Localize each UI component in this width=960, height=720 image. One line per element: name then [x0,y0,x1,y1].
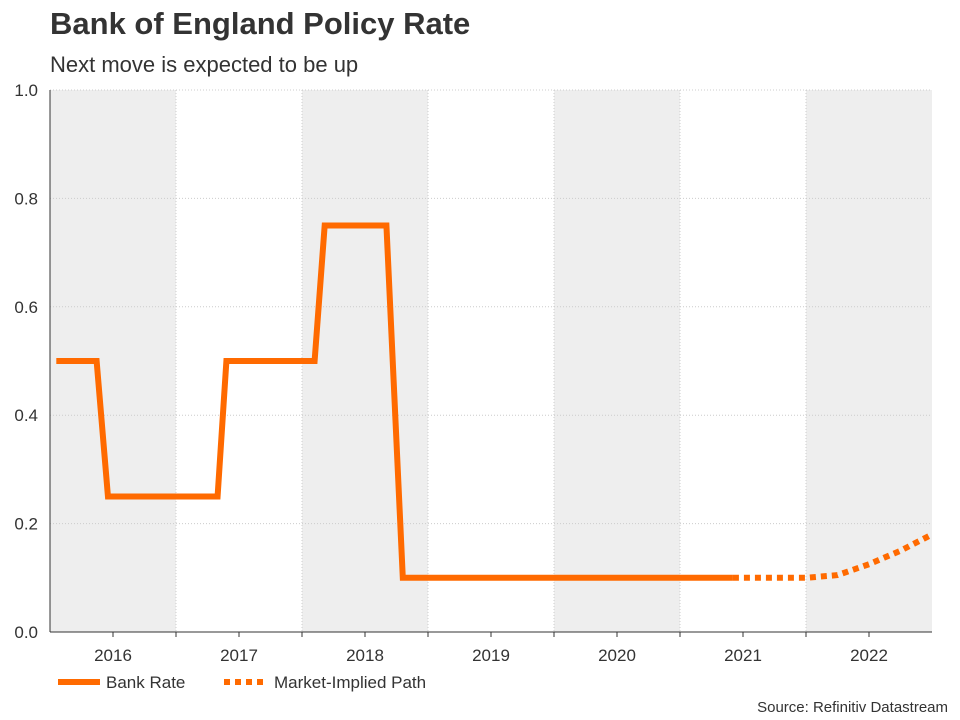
y-tick-label: 0.4 [14,406,38,425]
legend-market-path-label: Market-Implied Path [274,673,426,692]
x-tick-label: 2016 [94,646,132,665]
y-tick-label: 0.6 [14,298,38,317]
bank-rate-line [56,222,733,581]
source-note: Source: Refinitiv Datastream [757,699,948,716]
x-tick-label: 2020 [598,646,636,665]
x-tick-label: 2017 [220,646,258,665]
market-implied-path-line [732,531,934,581]
x-tick-label: 2019 [472,646,510,665]
y-tick-label: 0.8 [14,189,38,208]
y-tick-label: 0.0 [14,623,38,642]
x-tick-label: 2018 [346,646,384,665]
chart-title: Bank of England Policy Rate [50,6,471,41]
y-tick-label: 0.2 [14,515,38,534]
year-band-2018 [302,90,428,632]
year-band-2020 [554,90,680,632]
x-tick-label: 2021 [724,646,762,665]
chart-subtitle: Next move is expected to be up [50,52,359,77]
legend-bank-rate-label: Bank Rate [106,673,185,692]
x-tick-label: 2022 [850,646,888,665]
y-tick-label: 1.0 [14,81,38,100]
year-band-2022 [806,90,932,632]
